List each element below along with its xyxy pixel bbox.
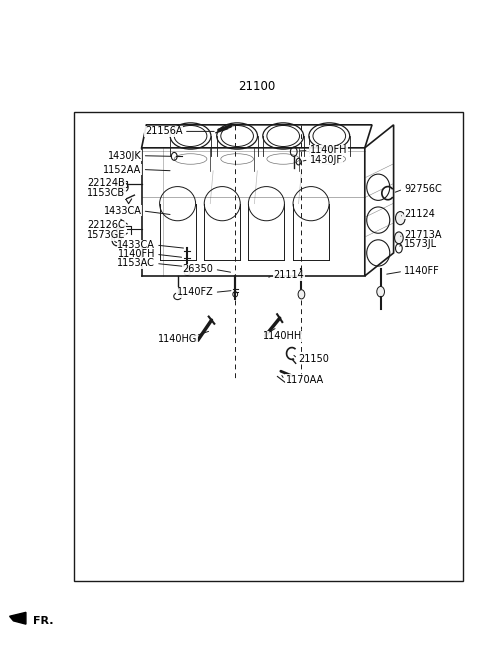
Text: 1140FF: 1140FF xyxy=(404,266,440,277)
Text: 1430JK: 1430JK xyxy=(108,150,142,161)
Text: FR.: FR. xyxy=(33,616,53,626)
Text: 1433CA: 1433CA xyxy=(104,206,142,216)
Text: 21124: 21124 xyxy=(404,208,435,219)
Circle shape xyxy=(396,212,405,225)
Text: 1433CA: 1433CA xyxy=(117,240,155,250)
Text: 1152AA: 1152AA xyxy=(103,164,142,175)
Text: 1153CB: 1153CB xyxy=(87,188,125,198)
Text: 1573JL: 1573JL xyxy=(404,238,437,249)
Text: 21713A: 21713A xyxy=(404,229,442,240)
Text: 21150: 21150 xyxy=(299,353,329,364)
Text: 1573GE: 1573GE xyxy=(87,230,126,240)
Text: 1170AA: 1170AA xyxy=(286,374,324,385)
Text: 21100: 21100 xyxy=(238,80,276,93)
Circle shape xyxy=(298,290,305,299)
Text: 1430JF: 1430JF xyxy=(310,154,343,165)
Circle shape xyxy=(395,232,403,244)
Text: 1140HG: 1140HG xyxy=(158,334,198,344)
Text: 1153AC: 1153AC xyxy=(117,258,155,269)
Text: 21114: 21114 xyxy=(274,270,304,281)
Text: 1140FH: 1140FH xyxy=(118,249,155,260)
Polygon shape xyxy=(10,612,26,624)
Text: 1140HH: 1140HH xyxy=(263,331,302,342)
Text: 22124B: 22124B xyxy=(87,178,125,189)
Text: 21156A: 21156A xyxy=(145,126,182,137)
Text: 1140FZ: 1140FZ xyxy=(177,287,214,298)
Text: 22126C: 22126C xyxy=(87,220,125,231)
Text: 92756C: 92756C xyxy=(404,184,442,194)
Circle shape xyxy=(377,286,384,297)
Text: 1140FH: 1140FH xyxy=(310,145,347,156)
Text: 26350: 26350 xyxy=(183,264,214,275)
Bar xyxy=(74,112,463,581)
